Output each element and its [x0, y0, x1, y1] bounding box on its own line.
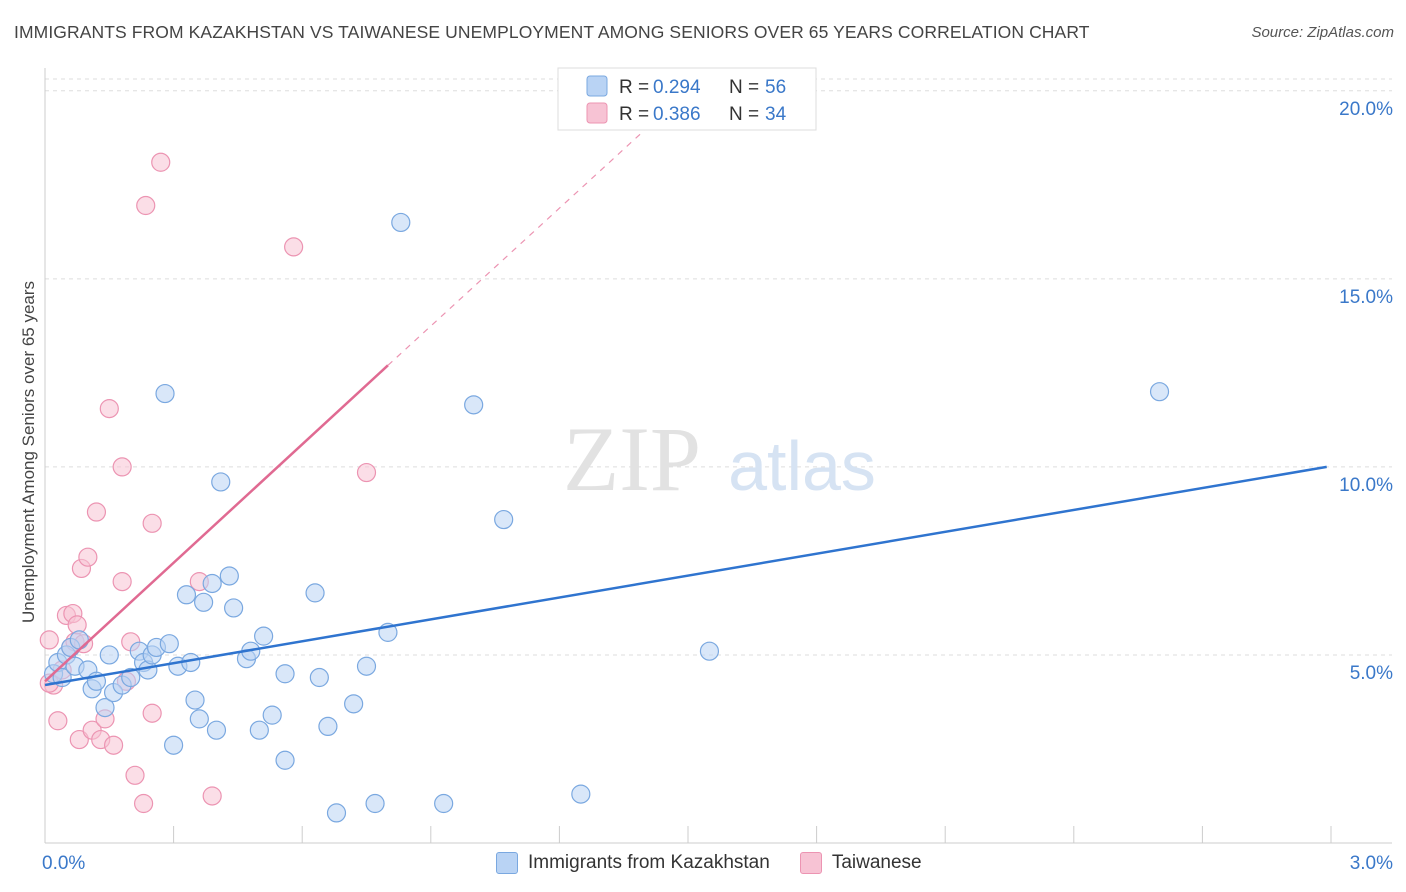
taiwanese-trend-extension — [387, 101, 676, 366]
y-tick-label-3: 20.0% — [1339, 99, 1393, 120]
watermark: ZIP atlas — [563, 408, 876, 510]
watermark-atlas: atlas — [728, 427, 876, 505]
kazakhstan-point-50 — [434, 793, 454, 814]
y-axis-label-group: Unemployment Among Seniors over 65 years — [19, 281, 38, 623]
kazakhstan-point-10 — [95, 698, 115, 718]
y-axis-label: Unemployment Among Seniors over 65 years — [19, 281, 38, 623]
kazakhstan-point-24 — [176, 585, 197, 605]
taiwanese-point-25 — [136, 195, 156, 216]
kazakhstan-point-42 — [309, 667, 329, 688]
kazakhstan-point-51 — [464, 395, 484, 415]
kazakhstan-point-29 — [202, 573, 222, 594]
taiwanese-point-24 — [133, 793, 154, 814]
kazakhstan-point-46 — [356, 656, 377, 676]
taiwanese-point-12 — [78, 547, 98, 567]
taiwanese-point-9 — [69, 729, 89, 750]
kazakhstan-point-30 — [206, 720, 227, 740]
taiwanese-point-23 — [125, 765, 145, 785]
taiwanese-trend-line — [44, 364, 389, 683]
taiwanese-point-19 — [112, 572, 132, 592]
series-kazakhstan-points — [43, 212, 1170, 823]
kazakhstan-point-21 — [159, 634, 179, 654]
kazakhstan-point-49 — [391, 212, 411, 233]
series-taiwanese-points — [39, 152, 377, 814]
source-credit: Source: ZipAtlas.com — [1251, 24, 1394, 41]
legend-n-label-1: N = — [729, 104, 759, 125]
y-tick-label-0: 5.0% — [1350, 663, 1393, 684]
kazakhstan-point-53 — [571, 784, 591, 804]
taiwanese-point-18 — [103, 735, 124, 755]
taiwanese-point-2 — [48, 711, 68, 731]
taiwanese-point-32 — [356, 462, 377, 483]
legend-label-taiwanese: Taiwanese — [831, 852, 922, 873]
chart-title: IMMIGRANTS FROM KAZAKHSTAN VS TAIWANESE … — [14, 22, 1090, 42]
kazakhstan-point-55 — [1149, 382, 1170, 402]
y-tick-label-2: 15.0% — [1339, 287, 1393, 308]
kazakhstan-point-27 — [189, 709, 209, 729]
kazakhstan-point-6 — [69, 630, 89, 650]
kazakhstan-point-47 — [365, 793, 385, 814]
kazakhstan-point-26 — [185, 690, 205, 710]
kazakhstan-point-44 — [326, 803, 347, 823]
kazakhstan-point-38 — [262, 705, 282, 725]
kazakhstan-point-40 — [275, 664, 295, 684]
legend-r-value-1: 0.386 — [653, 104, 701, 125]
kazakhstan-point-32 — [219, 566, 239, 586]
kazakhstan-point-31 — [211, 472, 231, 492]
legend-r-value-0: 0.294 — [653, 77, 701, 98]
legend-item-taiwanese: Taiwanese — [799, 852, 922, 874]
taiwanese-point-0 — [39, 630, 59, 650]
kazakhstan-point-33 — [224, 598, 244, 618]
kazakhstan-point-43 — [318, 716, 338, 737]
bottom-legend: Immigrants from Kazakhstan Taiwanese — [496, 852, 952, 874]
y-tick-label-1: 10.0% — [1339, 475, 1393, 496]
taiwanese-point-27 — [142, 703, 162, 723]
legend-n-value-0: 56 — [765, 77, 786, 98]
kazakhstan-point-39 — [275, 750, 295, 770]
legend-item-kazakhstan: Immigrants from Kazakhstan — [496, 852, 770, 874]
taiwanese-point-31 — [284, 237, 304, 257]
kazakhstan-point-52 — [494, 509, 514, 530]
legend-n-label-0: N = — [729, 77, 759, 98]
legend-swatch-0 — [586, 75, 608, 97]
axes: 0.0% 3.0% — [42, 68, 1393, 874]
kazakhstan-point-28 — [194, 592, 214, 612]
x-tick-label-1: 3.0% — [1350, 853, 1393, 874]
legend-r-label-0: R = — [619, 77, 649, 98]
taiwanese-point-14 — [86, 502, 107, 522]
kazakhstan-point-14 — [121, 667, 141, 688]
kazakhstan-point-22 — [164, 735, 184, 755]
kazakhstan-point-41 — [305, 583, 325, 603]
kazakhstan-point-11 — [99, 645, 119, 665]
kazakhstan-point-45 — [344, 694, 364, 714]
kazakhstan-trend-line — [44, 465, 1327, 687]
legend-n-value-1: 34 — [765, 104, 787, 125]
watermark-zip: ZIP — [563, 408, 701, 510]
legend-swatch-1 — [586, 102, 608, 124]
legend-label-kazakhstan: Immigrants from Kazakhstan — [528, 852, 770, 873]
trend-lines — [44, 101, 1327, 687]
legend-r-label-1: R = — [619, 104, 649, 125]
taiwanese-point-28 — [151, 152, 171, 172]
correlation-legend: R = 0.294 N = 56 R = 0.386 N = 34 — [557, 67, 817, 131]
taiwanese-point-26 — [142, 513, 162, 533]
legend-swatch-pink — [799, 852, 822, 874]
x-tick-label-0: 0.0% — [42, 853, 85, 874]
taiwanese-point-17 — [99, 399, 119, 419]
kazakhstan-point-20 — [155, 383, 175, 404]
kazakhstan-point-37 — [254, 626, 274, 646]
kazakhstan-point-54 — [699, 641, 720, 661]
grid: 5.0% 10.0% 15.0% 20.0% — [45, 78, 1393, 684]
legend-swatch-blue — [496, 852, 518, 874]
kazakhstan-point-36 — [249, 720, 269, 740]
taiwanese-point-20 — [112, 457, 132, 477]
taiwanese-point-30 — [202, 786, 222, 806]
